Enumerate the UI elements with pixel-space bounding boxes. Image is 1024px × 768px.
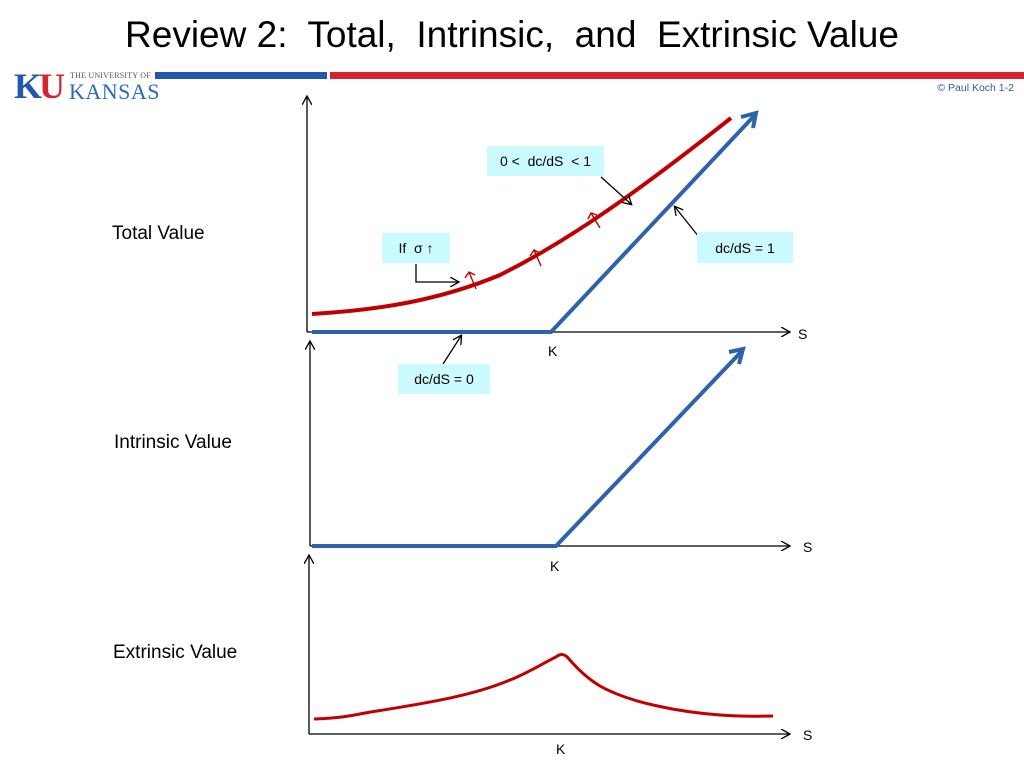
header-bar-blue <box>155 72 327 79</box>
intrinsic-value-line <box>312 346 746 548</box>
intrinsic-x-axis-label: S <box>803 539 813 555</box>
intrinsic-value-label: Intrinsic Value <box>114 432 232 453</box>
extrinsic-value-axes <box>309 556 789 734</box>
total-intrinsic-line <box>312 110 759 334</box>
slope-zero-box: dc/dS = 0 <box>398 364 490 394</box>
extrinsic-x-axis-label: S <box>803 727 813 743</box>
total-strike-label: K <box>548 343 558 359</box>
logo-kansas: KANSAS <box>69 79 161 104</box>
sigma-increase-box: If σ ↑ <box>382 233 450 263</box>
slope-between-box: 0 < dc/dS < 1 <box>487 146 604 176</box>
ku-logo: KU THE UNIVERSITY OF KANSAS <box>14 66 161 106</box>
total-value-curve <box>311 116 733 316</box>
extrinsic-strike-label: K <box>556 741 566 757</box>
intrinsic-value-axes <box>310 342 789 546</box>
intrinsic-strike-label: K <box>550 558 560 574</box>
extrinsic-value-label: Extrinsic Value <box>113 642 238 663</box>
total-value-axes <box>307 97 789 332</box>
slope-one-box: dc/dS = 1 <box>697 232 793 263</box>
annotation-arrows <box>415 176 700 365</box>
logo-university-of: THE UNIVERSITY OF <box>70 71 151 80</box>
total-value-label: Total Value <box>112 223 205 244</box>
sigma-shift-arrows <box>464 212 601 290</box>
total-x-axis-label: S <box>798 326 808 342</box>
slide-title: Review 2: Total, Intrinsic, and Extrinsi… <box>125 14 899 55</box>
header-bar-red <box>330 72 1024 79</box>
extrinsic-value-curve <box>313 653 774 721</box>
logo-ku-mark: KU <box>14 66 65 106</box>
header-color-bar <box>155 72 1024 79</box>
slide-credit: © Paul Koch 1-2 <box>937 82 1014 94</box>
